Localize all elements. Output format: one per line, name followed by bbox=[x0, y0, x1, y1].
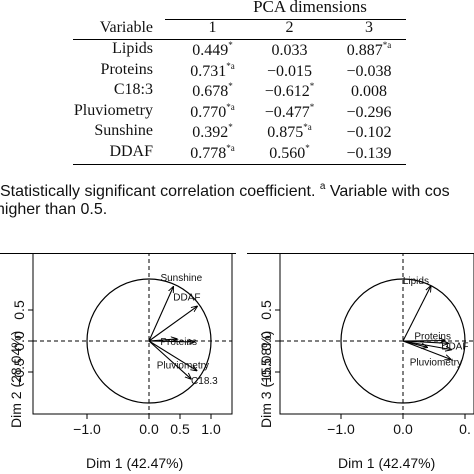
cell-dim-2: −0.612* bbox=[264, 81, 315, 100]
header-variable: Variable bbox=[99, 19, 153, 36]
variable-arrow bbox=[148, 340, 191, 379]
x-tick-label: 0.5 bbox=[170, 421, 190, 437]
cell-dim-2: 0.560* bbox=[269, 143, 310, 162]
variable-label: Pluviometry bbox=[410, 357, 462, 368]
row-label: Pluviometry bbox=[73, 102, 153, 119]
cell-dim-1: 0.731*a bbox=[190, 61, 235, 80]
row-label: Lipids bbox=[112, 40, 153, 57]
y-tick-label: −0.5 bbox=[258, 358, 274, 386]
footnote-text-b: Variable with cos bbox=[329, 183, 450, 200]
table-title: PCA dimensions bbox=[253, 0, 367, 16]
plot-1-svg: −1.0 0.0 0.5 1.0 −0.5 0.0 0.5 Sunshine DDAF Prote… bbox=[11, 254, 233, 437]
plot-2-xlabel: Dim 1 (42.47%) bbox=[338, 455, 436, 471]
variable-label: Proteins bbox=[160, 337, 197, 348]
row-label: C18:3 bbox=[113, 81, 153, 98]
y-tick-label: 0.0 bbox=[11, 331, 27, 351]
variable-label: Pluviometry bbox=[157, 361, 209, 372]
variable-arrow bbox=[402, 340, 427, 347]
header-rule bbox=[73, 39, 406, 40]
cell-dim-1: 0.678* bbox=[192, 81, 233, 100]
title-underline bbox=[165, 19, 406, 20]
plot-1-top-border bbox=[0, 253, 236, 254]
y-tick-label: 0.5 bbox=[11, 300, 27, 320]
variable-label: Lipids bbox=[403, 276, 429, 287]
cell-dim-1: 0.770*a bbox=[190, 102, 235, 121]
footnote-line-1: Statistically significant correlation co… bbox=[0, 181, 450, 201]
variable-label: DDAF bbox=[173, 292, 200, 303]
variable-arrow bbox=[402, 286, 431, 342]
variable-label: Proteins bbox=[414, 331, 451, 342]
footnote-sup: a bbox=[319, 181, 326, 192]
cell-dim-1: 0.392* bbox=[192, 122, 233, 141]
row-label: Sunshine bbox=[94, 122, 153, 139]
bottom-rule bbox=[73, 164, 406, 165]
variable-arrow bbox=[402, 340, 451, 359]
plot-1-xlabel: Dim 1 (42.47%) bbox=[86, 455, 184, 471]
plot-2-top-border bbox=[247, 253, 474, 254]
variable-label: Sunshine bbox=[160, 273, 202, 284]
variable-arrow bbox=[148, 340, 197, 371]
y-tick-label: 0.5 bbox=[258, 300, 274, 320]
x-tick-label: 0. bbox=[459, 421, 471, 437]
plot-box bbox=[279, 254, 474, 415]
cell-dim-3: −0.296 bbox=[346, 104, 392, 121]
header-dim-2: 2 bbox=[285, 19, 294, 36]
cell-dim-1: 0.778*a bbox=[190, 143, 235, 162]
cell-dim-3: 0.008 bbox=[351, 83, 387, 100]
variable-arrow bbox=[148, 306, 197, 342]
y-tick-label: −0.5 bbox=[11, 358, 27, 386]
cell-dim-3: −0.102 bbox=[346, 124, 392, 141]
header-dim-3: 3 bbox=[365, 19, 373, 36]
x-tick-label: 0.0 bbox=[139, 421, 159, 437]
variable-arrow bbox=[148, 339, 177, 341]
x-tick-label: 0.0 bbox=[393, 421, 413, 437]
cell-dim-3: 0.887*a bbox=[346, 40, 392, 59]
x-tick-label: −1.0 bbox=[327, 421, 355, 437]
plot-box bbox=[32, 254, 233, 415]
row-label: Proteins bbox=[100, 61, 153, 78]
header-dim-1: 1 bbox=[208, 19, 217, 36]
variable-arrow bbox=[148, 287, 173, 342]
y-tick-label: 0.0 bbox=[258, 331, 274, 351]
variable-label: C18.3 bbox=[191, 376, 218, 387]
cell-dim-2: 0.875*a bbox=[267, 122, 312, 141]
cell-dim-3: −0.038 bbox=[346, 63, 392, 80]
footnote-text-a: Statistically significant correlation co… bbox=[0, 183, 316, 200]
x-tick-label: 1.0 bbox=[201, 421, 221, 437]
footnote-line-2: higher than 0.5. bbox=[0, 201, 108, 218]
cell-dim-1: 0.449* bbox=[192, 40, 233, 59]
cell-dim-3: −0.139 bbox=[346, 145, 392, 162]
cell-dim-2: −0.477* bbox=[264, 102, 315, 121]
cell-dim-2: 0.033 bbox=[271, 42, 308, 59]
variable-label: DDAF bbox=[441, 342, 468, 353]
row-label: DDAF bbox=[109, 143, 153, 160]
x-tick-label: −1.0 bbox=[73, 421, 101, 437]
cell-dim-2: −0.015 bbox=[266, 63, 313, 80]
